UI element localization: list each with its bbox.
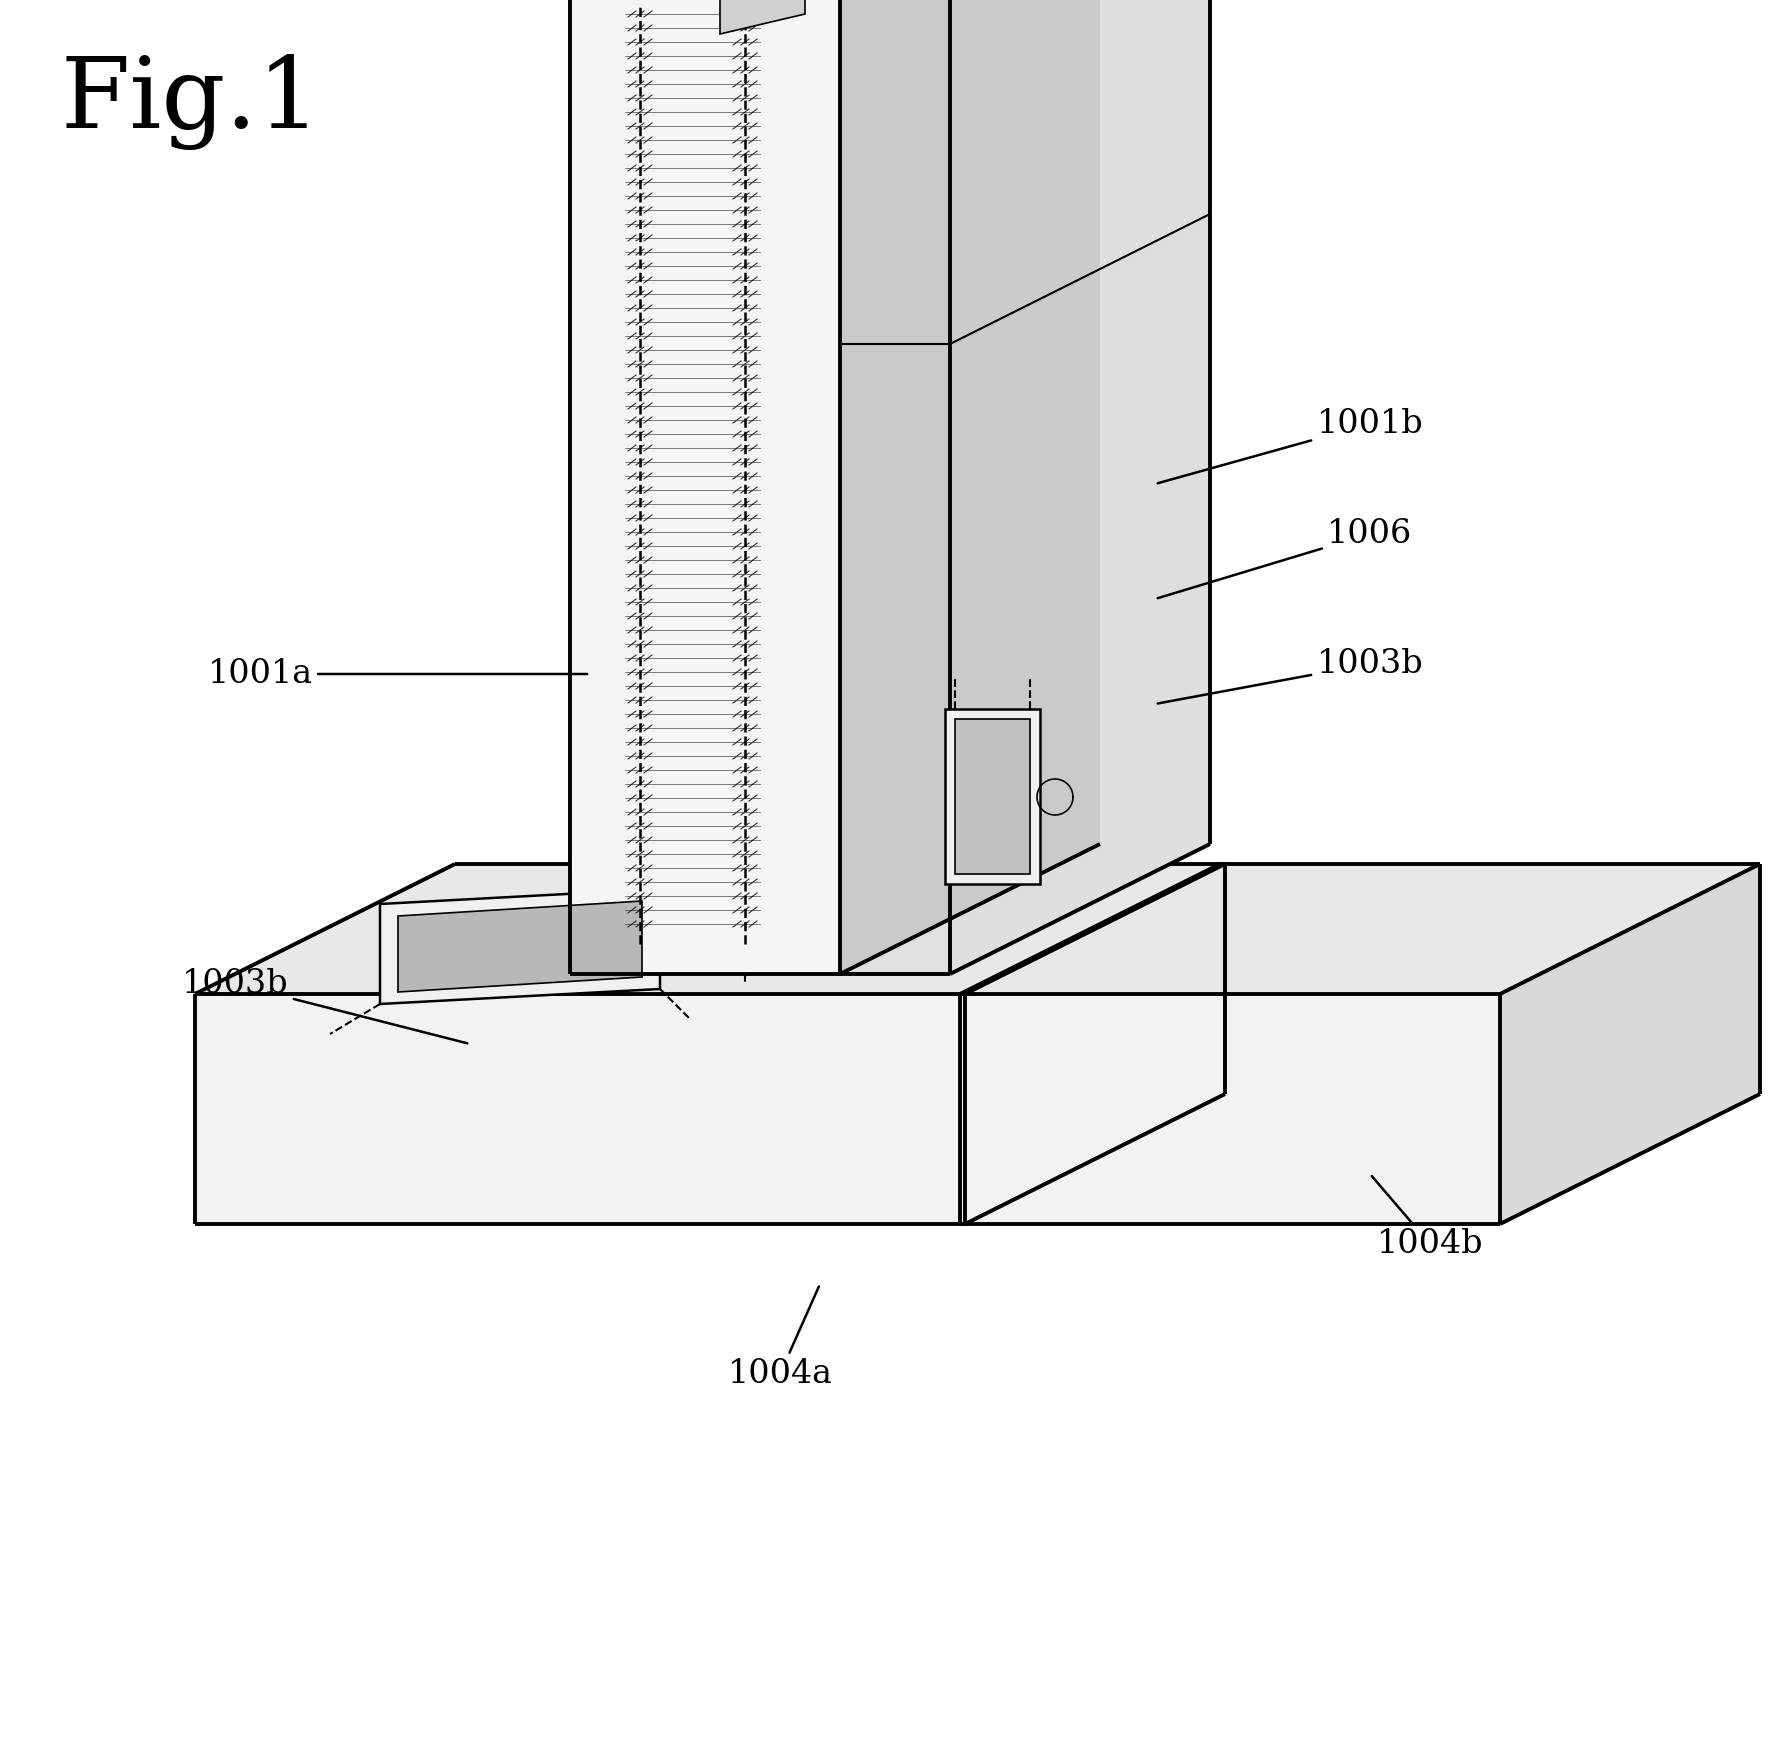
Text: 1004a: 1004a bbox=[727, 1286, 832, 1389]
Text: 1006: 1006 bbox=[1158, 517, 1412, 598]
Polygon shape bbox=[195, 865, 1225, 995]
Text: 1001b: 1001b bbox=[1158, 409, 1423, 484]
Text: 1003b: 1003b bbox=[1158, 647, 1423, 703]
Text: 1004b: 1004b bbox=[1372, 1177, 1483, 1259]
Text: Fig.1: Fig.1 bbox=[60, 54, 320, 151]
Polygon shape bbox=[841, 0, 950, 973]
Polygon shape bbox=[720, 0, 805, 33]
Polygon shape bbox=[945, 709, 1041, 884]
Polygon shape bbox=[956, 719, 1030, 873]
Polygon shape bbox=[1499, 865, 1759, 1224]
Polygon shape bbox=[841, 0, 1099, 973]
Polygon shape bbox=[950, 0, 1211, 973]
Text: 1001a: 1001a bbox=[207, 658, 588, 689]
Polygon shape bbox=[959, 865, 1759, 995]
Polygon shape bbox=[381, 889, 660, 1003]
Polygon shape bbox=[570, 0, 950, 973]
Polygon shape bbox=[398, 902, 643, 993]
Polygon shape bbox=[965, 865, 1225, 1224]
Polygon shape bbox=[959, 995, 1499, 1224]
Polygon shape bbox=[195, 995, 965, 1224]
Text: 1003b: 1003b bbox=[182, 968, 467, 1044]
